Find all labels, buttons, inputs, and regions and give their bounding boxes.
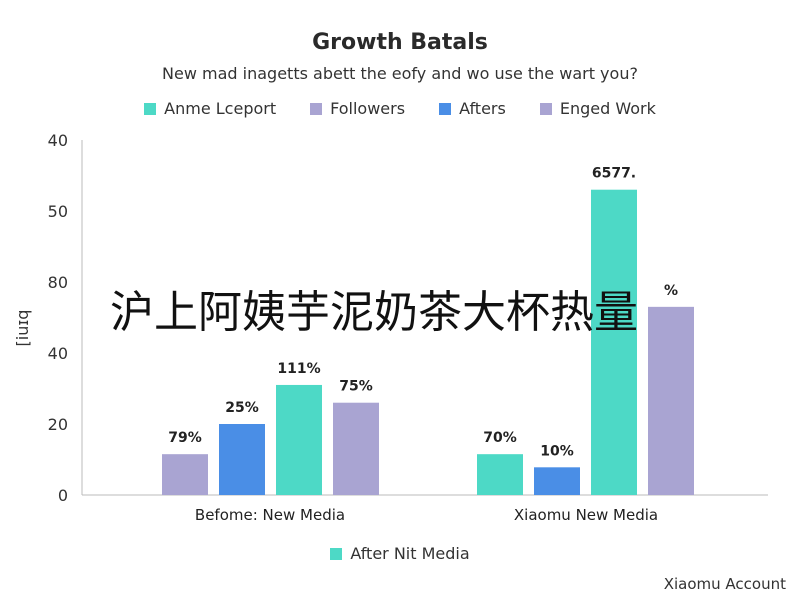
bar bbox=[477, 454, 523, 495]
legend-label: Afters bbox=[459, 99, 506, 118]
y-tick-label: 50 bbox=[48, 202, 68, 221]
y-tick-label: 0 bbox=[58, 486, 68, 505]
y-tick-label: 20 bbox=[48, 415, 68, 434]
x-category-label: Befome: New Media bbox=[195, 506, 345, 524]
bar bbox=[219, 424, 265, 495]
bar-data-label: 10% bbox=[540, 443, 574, 459]
overlay-text: 沪上阿姨芋泥奶茶大杯热量 bbox=[110, 287, 638, 338]
legend-label: Followers bbox=[330, 99, 406, 118]
legend-label: Anme Lceport bbox=[164, 99, 277, 118]
bar-data-label: 79% bbox=[168, 430, 202, 446]
bar bbox=[276, 384, 322, 495]
legend-swatch bbox=[330, 547, 343, 560]
legend-top: Anme Lceport Followers Afters Enged Work bbox=[0, 99, 800, 118]
bar bbox=[591, 189, 637, 495]
y-tick-label: 80 bbox=[48, 273, 68, 292]
legend-swatch bbox=[144, 102, 157, 115]
chart-title: Growth Batals bbox=[312, 30, 488, 55]
bar-data-label: 111% bbox=[277, 361, 320, 377]
legend-swatch bbox=[539, 102, 552, 115]
legend-bottom: After Nit Media bbox=[0, 544, 800, 563]
legend-swatch bbox=[439, 102, 452, 115]
legend-label: After Nit Media bbox=[350, 544, 470, 563]
y-tick-label: 40 bbox=[48, 131, 68, 150]
legend-item: Enged Work bbox=[539, 99, 656, 118]
bar-data-label: 70% bbox=[483, 430, 517, 446]
bar bbox=[534, 467, 580, 495]
legend-item: After Nit Media bbox=[330, 544, 470, 563]
legend-item: Anme Lceport bbox=[144, 99, 276, 118]
y-axis-label: [iuɪq bbox=[13, 310, 32, 347]
bar bbox=[162, 454, 208, 495]
x-category-label: Xiaomu New Media bbox=[514, 506, 658, 524]
bar-data-label: 6577. bbox=[592, 166, 636, 182]
bar-data-label: % bbox=[664, 283, 678, 299]
footer-text: Xiaomu Account bbox=[663, 575, 786, 593]
bar-data-label: 25% bbox=[225, 400, 259, 416]
legend-item: Afters bbox=[439, 99, 506, 118]
bar bbox=[648, 306, 694, 495]
y-tick-label: 40 bbox=[48, 344, 68, 363]
legend-label: Enged Work bbox=[559, 99, 656, 118]
legend-item: Followers bbox=[310, 99, 405, 118]
chart-subtitle: New mad inagetts abett the eofy and wo u… bbox=[162, 64, 638, 83]
legend-swatch bbox=[310, 102, 323, 115]
bar bbox=[333, 402, 379, 495]
bar-data-label: 75% bbox=[339, 379, 373, 395]
